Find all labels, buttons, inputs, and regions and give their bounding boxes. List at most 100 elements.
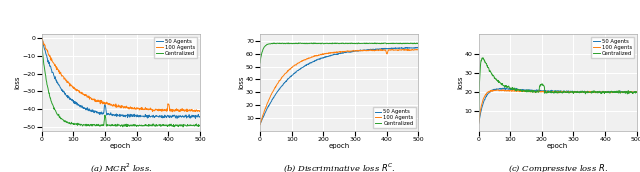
100 Agents	[169, 111, 177, 113]
Line: Centralized: Centralized	[260, 43, 419, 63]
Centralized	[633, 92, 640, 94]
Line: 50 Agents: 50 Agents	[479, 88, 637, 125]
100 Agents	[411, 49, 419, 51]
Y-axis label: loss: loss	[457, 76, 463, 89]
50 Agents	[38, 36, 45, 38]
Centralized	[332, 42, 340, 44]
Line: 100 Agents: 100 Agents	[260, 49, 419, 125]
50 Agents	[630, 91, 637, 93]
50 Agents	[351, 50, 358, 52]
Centralized	[550, 92, 558, 94]
50 Agents	[124, 114, 131, 116]
100 Agents	[332, 51, 339, 53]
100 Agents	[38, 37, 45, 39]
100 Agents	[193, 109, 200, 111]
Legend: 50 Agents, 100 Agents, Centralized: 50 Agents, 100 Agents, Centralized	[154, 37, 197, 58]
50 Agents	[605, 91, 612, 93]
100 Agents	[412, 48, 420, 50]
Centralized	[196, 124, 204, 126]
Line: Centralized: Centralized	[479, 58, 637, 125]
Centralized	[179, 126, 187, 128]
50 Agents	[256, 123, 264, 125]
100 Agents	[499, 89, 507, 91]
X-axis label: epoch: epoch	[110, 143, 131, 149]
Line: 100 Agents: 100 Agents	[479, 90, 637, 125]
Line: 50 Agents: 50 Agents	[42, 37, 200, 118]
100 Agents	[630, 91, 637, 93]
Centralized	[630, 91, 637, 93]
Centralized	[605, 91, 612, 93]
Centralized	[561, 90, 568, 93]
Centralized	[475, 123, 483, 126]
Centralized	[132, 124, 140, 126]
100 Agents	[132, 108, 140, 110]
50 Agents	[132, 114, 140, 116]
50 Agents	[193, 115, 200, 117]
Centralized	[387, 42, 394, 45]
Centralized	[569, 91, 577, 93]
50 Agents	[332, 53, 339, 56]
100 Agents	[561, 91, 568, 93]
100 Agents	[168, 108, 175, 110]
50 Agents	[551, 90, 559, 93]
50 Agents	[500, 87, 508, 89]
Line: 100 Agents: 100 Agents	[42, 38, 200, 112]
Centralized	[332, 42, 339, 45]
50 Agents	[173, 117, 181, 119]
100 Agents	[114, 106, 122, 108]
50 Agents	[114, 114, 122, 116]
Legend: 50 Agents, 100 Agents, Centralized: 50 Agents, 100 Agents, Centralized	[591, 37, 634, 58]
100 Agents	[332, 52, 340, 54]
Centralized	[479, 57, 486, 59]
Text: (c) Compressive loss $R$.: (c) Compressive loss $R$.	[508, 162, 607, 172]
Centralized	[114, 123, 122, 125]
100 Agents	[569, 91, 577, 93]
Centralized	[371, 42, 378, 44]
50 Agents	[386, 48, 394, 50]
50 Agents	[550, 90, 558, 93]
50 Agents	[168, 116, 175, 118]
Text: (b) Discriminative loss $R^C$.: (b) Discriminative loss $R^C$.	[283, 162, 396, 172]
Line: Centralized: Centralized	[42, 43, 200, 127]
50 Agents	[475, 123, 483, 126]
Centralized	[256, 62, 264, 64]
50 Agents	[415, 47, 422, 49]
100 Agents	[256, 124, 264, 126]
Legend: 50 Agents, 100 Agents, Centralized: 50 Agents, 100 Agents, Centralized	[372, 107, 416, 128]
X-axis label: epoch: epoch	[328, 143, 350, 149]
50 Agents	[411, 47, 419, 49]
100 Agents	[113, 106, 120, 108]
100 Agents	[196, 110, 204, 112]
Centralized	[193, 123, 200, 125]
Centralized	[342, 42, 349, 44]
100 Agents	[386, 49, 394, 51]
X-axis label: epoch: epoch	[547, 143, 568, 149]
50 Agents	[413, 46, 421, 49]
50 Agents	[113, 115, 120, 117]
Centralized	[411, 42, 419, 45]
100 Agents	[415, 49, 422, 51]
100 Agents	[550, 90, 558, 93]
100 Agents	[351, 50, 358, 52]
50 Agents	[561, 90, 568, 92]
50 Agents	[569, 90, 577, 93]
100 Agents	[475, 124, 483, 126]
100 Agents	[124, 107, 131, 109]
Text: (a) MCR$^2$ loss.: (a) MCR$^2$ loss.	[90, 162, 152, 172]
Centralized	[351, 42, 358, 44]
50 Agents	[342, 51, 349, 53]
Centralized	[168, 125, 175, 127]
Centralized	[113, 124, 120, 126]
Centralized	[551, 90, 559, 92]
100 Agents	[342, 50, 349, 52]
100 Agents	[551, 91, 559, 93]
Line: 50 Agents: 50 Agents	[260, 47, 419, 124]
100 Agents	[605, 91, 612, 93]
Centralized	[415, 42, 422, 44]
50 Agents	[633, 91, 640, 93]
50 Agents	[196, 115, 204, 117]
Y-axis label: loss: loss	[15, 76, 21, 89]
Y-axis label: loss: loss	[239, 76, 244, 89]
Centralized	[38, 42, 45, 44]
100 Agents	[633, 91, 640, 93]
